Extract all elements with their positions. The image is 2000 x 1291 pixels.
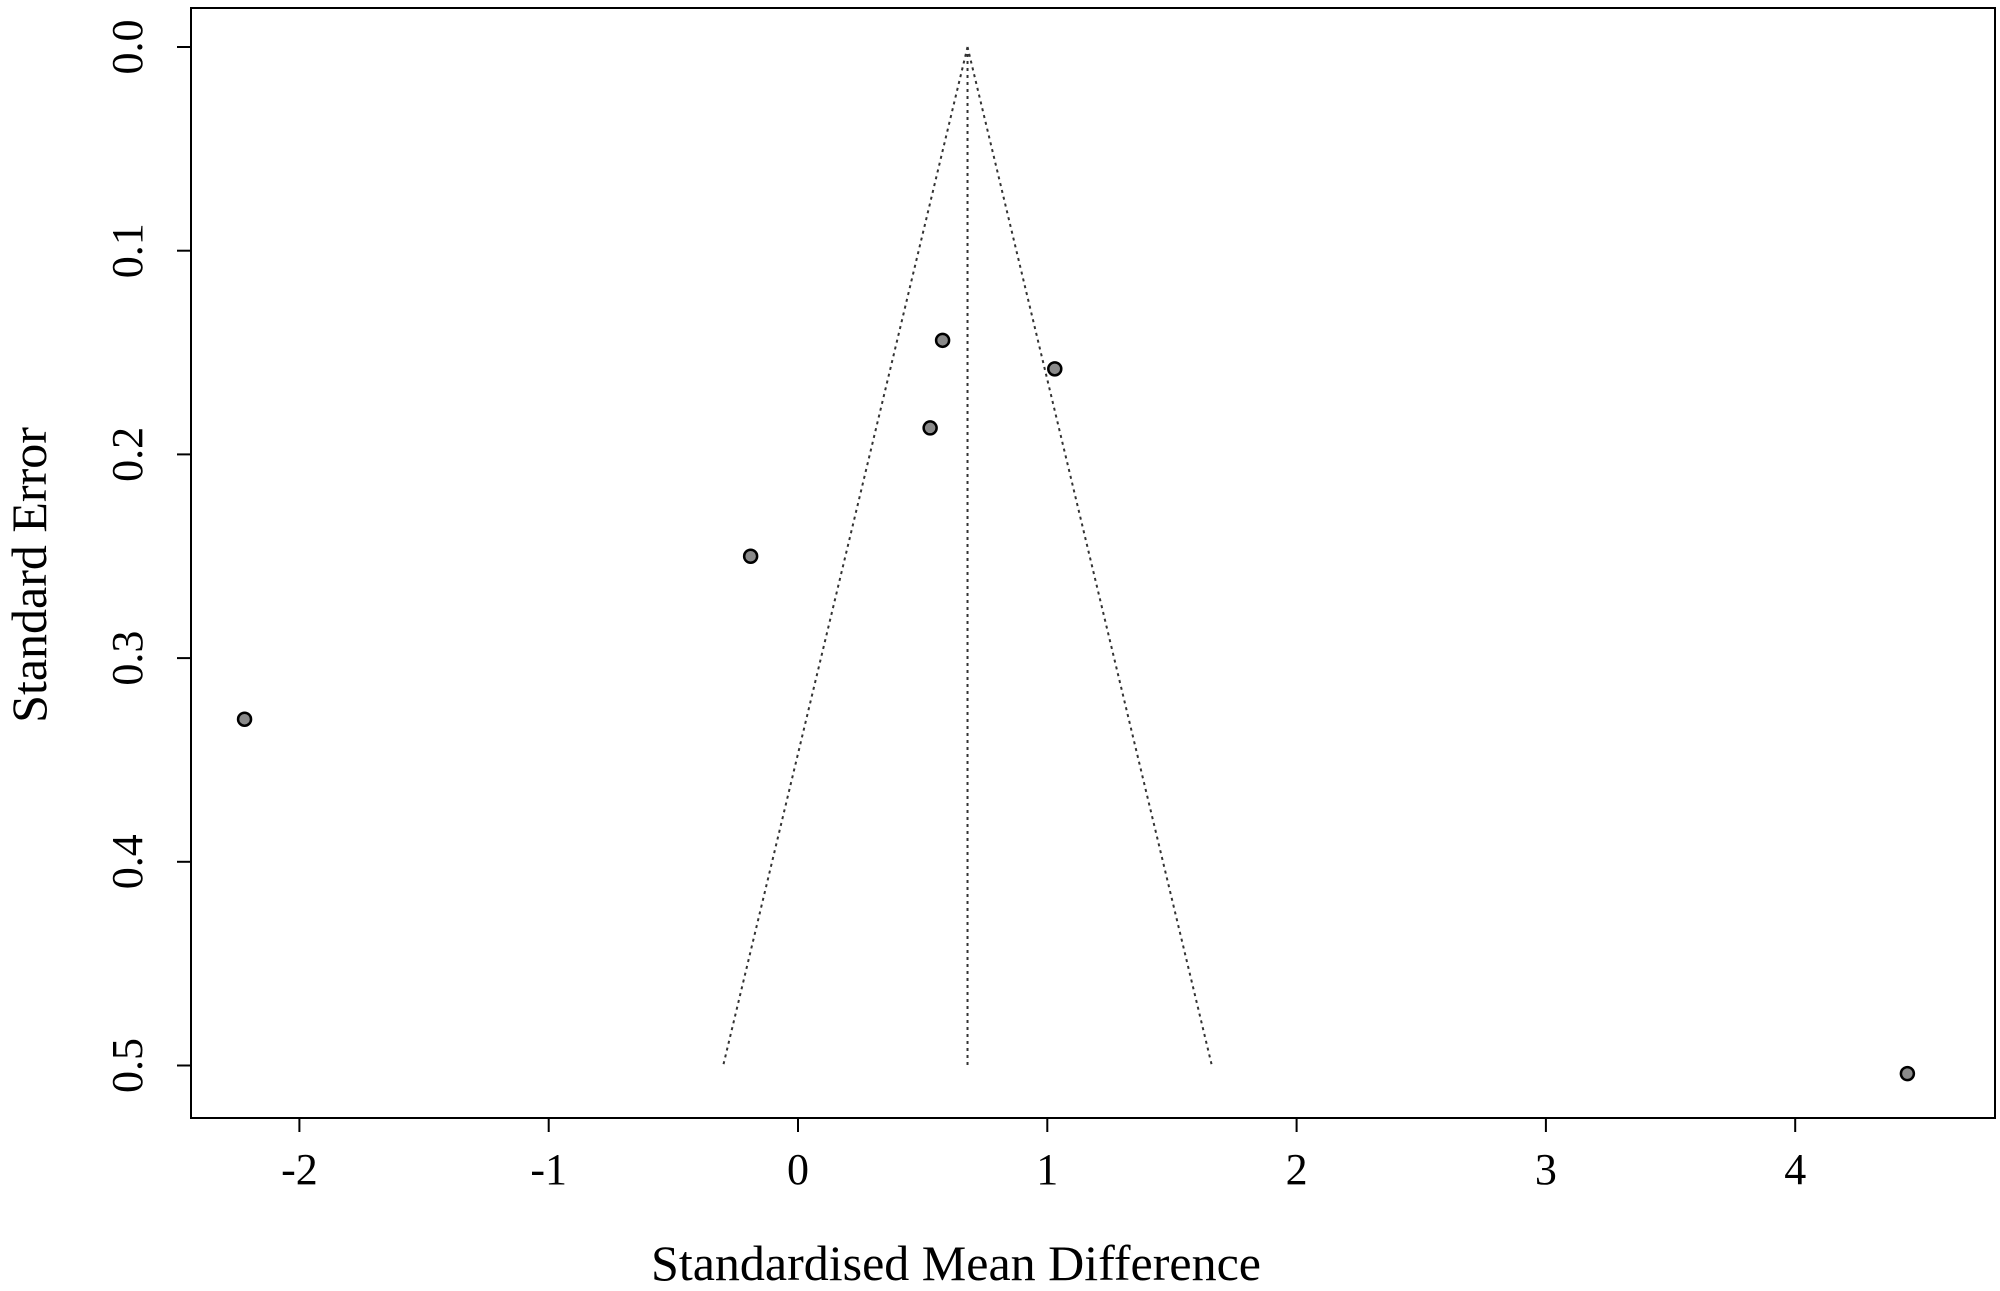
x-axis: -2 -1 0 1 2 3 4 bbox=[281, 1117, 1806, 1194]
data-point bbox=[1047, 361, 1063, 377]
data-point bbox=[236, 711, 253, 727]
y-axis: 0.0 0.1 0.2 0.3 0.4 0.5 bbox=[103, 20, 192, 1093]
x-axis-title: Standardised Mean Difference bbox=[651, 1235, 1261, 1291]
x-tick-label: 2 bbox=[1286, 1145, 1308, 1194]
funnel-right-line bbox=[966, 46, 1213, 1066]
x-tick-label: 0 bbox=[787, 1145, 809, 1194]
x-tick-label: -1 bbox=[530, 1145, 567, 1194]
x-tick-label: 3 bbox=[1535, 1145, 1557, 1194]
funnel-left-line bbox=[722, 46, 969, 1066]
points-layer bbox=[236, 332, 1916, 1082]
y-tick-label: 0.0 bbox=[103, 20, 152, 75]
x-tick-label: 4 bbox=[1784, 1145, 1806, 1194]
data-point bbox=[1899, 1065, 1916, 1082]
x-tick-label: 1 bbox=[1036, 1145, 1058, 1194]
plot-frame bbox=[190, 7, 1996, 1119]
y-tick-label: 0.1 bbox=[103, 223, 152, 278]
x-tick-label: -2 bbox=[281, 1145, 318, 1194]
y-tick-label: 0.4 bbox=[103, 834, 152, 889]
data-point bbox=[934, 332, 951, 349]
funnel-layer bbox=[722, 46, 1213, 1066]
data-point bbox=[742, 548, 759, 564]
data-point bbox=[922, 420, 938, 436]
y-tick-label: 0.3 bbox=[103, 631, 152, 686]
y-axis-title: Standard Error bbox=[1, 427, 57, 723]
y-tick-label: 0.2 bbox=[103, 427, 152, 482]
y-tick-label: 0.5 bbox=[103, 1038, 152, 1093]
